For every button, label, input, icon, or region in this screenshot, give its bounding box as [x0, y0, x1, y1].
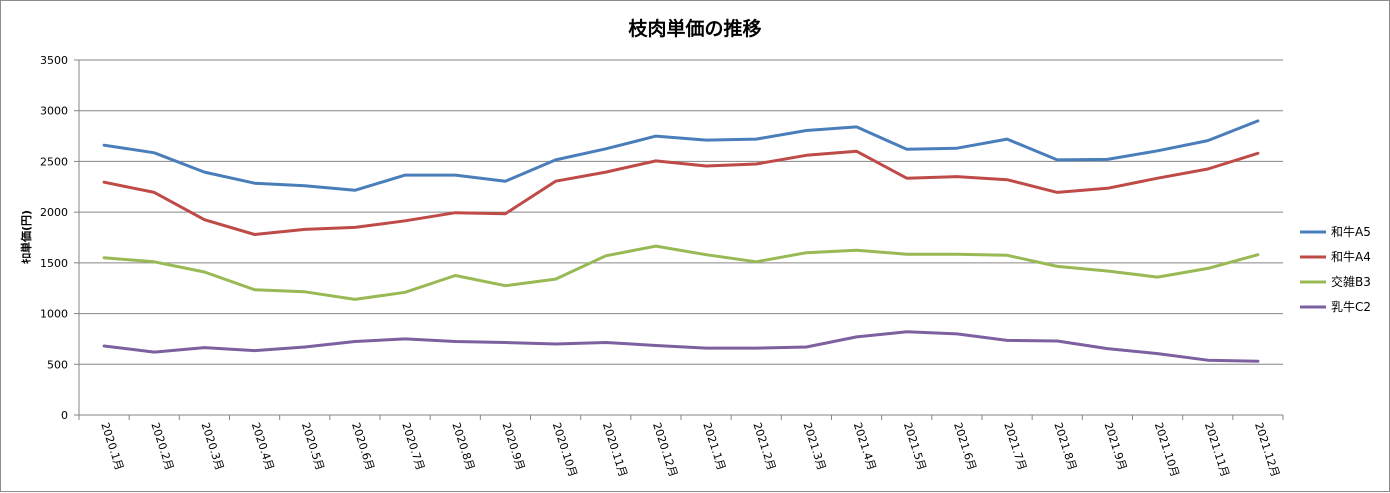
x-tick-label: 2020.8月 — [449, 421, 477, 472]
y-tick-label: 1000 — [40, 308, 68, 321]
x-tick-label: 2020.2月 — [148, 421, 176, 472]
x-tick-label: 2020.7月 — [399, 421, 427, 472]
y-tick-labels: 0 500 1000 1500 2000 2500 3000 3500 — [40, 54, 68, 422]
series-line-3 — [102, 244, 1260, 301]
x-tick-label: 2020.11月 — [600, 421, 630, 479]
series-lines — [102, 119, 1260, 363]
x-tick-label: 2021.9月 — [1102, 421, 1130, 472]
x-tick-label: 2020.9月 — [500, 421, 528, 472]
y-tick-label: 3000 — [40, 105, 68, 118]
series-line-4 — [102, 330, 1260, 363]
series-line-1 — [102, 119, 1260, 192]
legend-label: 和牛A5 — [1331, 224, 1371, 239]
y-tick-label: 500 — [47, 358, 68, 371]
x-tick-label: 2020.4月 — [249, 421, 277, 472]
x-tick-label: 2021.1月 — [700, 421, 728, 472]
gridlines — [74, 59, 1283, 416]
y-axis-label: ｷﾛ単価(円) — [19, 210, 33, 264]
axes — [78, 60, 1284, 420]
x-tick-label: 2021.10月 — [1152, 421, 1182, 479]
x-tick-label: 2021.4月 — [851, 421, 879, 472]
y-tick-label: 0 — [61, 409, 68, 422]
x-tick-label: 2020.1月 — [98, 421, 126, 472]
chart-title: 枝肉単価の推移 — [628, 17, 761, 40]
y-tick-label: 2500 — [40, 155, 68, 168]
x-tick-label: 2021.11月 — [1202, 421, 1232, 479]
legend-label: 乳牛C2 — [1331, 299, 1371, 314]
x-tick-labels: 2020.1月 2020.2月 2020.3月 2020.4月 2020.5月 2020.… — [98, 421, 1282, 479]
x-tick-label: 2021.12月 — [1252, 421, 1282, 479]
x-tick-label: 2020.6月 — [349, 421, 377, 472]
y-tick-label: 2000 — [40, 206, 68, 219]
series-line-2 — [102, 149, 1260, 236]
x-tick-label: 2021.7月 — [1001, 421, 1029, 472]
legend-label: 交雑B3 — [1331, 274, 1371, 289]
y-tick-label: 3500 — [40, 54, 68, 67]
y-tick-label: 1500 — [40, 257, 68, 270]
x-tick-label: 2021.5月 — [901, 421, 929, 472]
x-tick-label: 2021.3月 — [801, 421, 829, 472]
x-tick-label: 2020.3月 — [199, 421, 227, 472]
x-tick-label: 2020.12月 — [650, 421, 680, 479]
x-tick-label: 2021.8月 — [1051, 421, 1079, 472]
x-tick-label: 2021.2月 — [750, 421, 778, 472]
legend-label: 和牛A4 — [1331, 249, 1371, 264]
x-tick-label: 2020.10月 — [550, 421, 580, 479]
x-tick-label: 2020.5月 — [299, 421, 327, 472]
x-tick-label: 2021.6月 — [951, 421, 979, 472]
legend: 和牛A5 和牛A4 交雑B3 乳牛C2 — [1300, 224, 1371, 314]
